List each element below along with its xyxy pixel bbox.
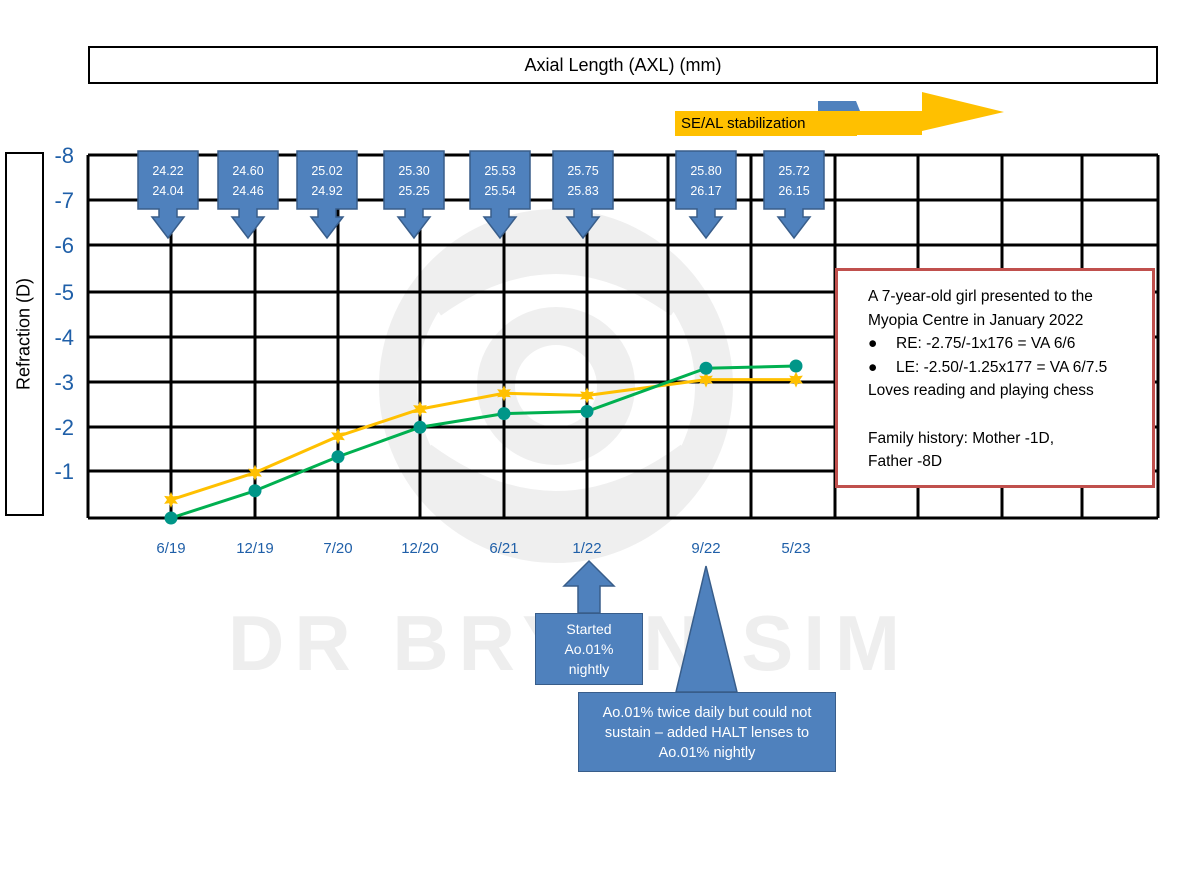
started-line-1: Started	[566, 621, 612, 637]
halt-line-1: Ao.01% twice daily but could not	[602, 705, 812, 721]
callout-bottom-value: 26.15	[778, 184, 809, 198]
x-tick-label: 12/20	[401, 540, 439, 557]
info-bullet-le: ● LE: -2.50/-1.25x177 = VA 6/7.5	[868, 356, 1142, 380]
data-point-star	[580, 387, 594, 404]
info-family-1: Family history: Mother -1D,	[868, 429, 1055, 447]
y-tick-label: -3	[54, 370, 74, 395]
started-line-2: Ao.01%	[564, 641, 614, 657]
info-hobby: Loves reading and playing chess	[868, 382, 1094, 399]
callout-top-value: 25.75	[567, 164, 598, 178]
callout-top-value: 25.02	[311, 164, 342, 178]
axl-callout: 25.75 25.83	[552, 150, 614, 240]
x-tick-label: 1/22	[572, 540, 601, 557]
callout-shape	[552, 150, 614, 240]
axl-callout: 25.80 26.17	[675, 150, 737, 240]
halt-line-3: Ao.01% nightly	[658, 745, 756, 761]
y-tick-label: -6	[54, 233, 74, 258]
y-tick-label: -8	[54, 143, 74, 168]
data-point-star	[699, 371, 713, 388]
re-text: RE: -2.75/-1x176 = VA 6/6	[896, 335, 1076, 352]
stabilization-arrow	[818, 92, 1004, 135]
callout-bottom-value: 24.46	[232, 184, 263, 198]
series-line-1	[170, 378, 796, 502]
callout-top-value: 24.22	[152, 164, 183, 178]
y-tick-label: -5	[54, 280, 74, 305]
callout-top-value: 24.60	[232, 164, 263, 178]
bullet-icon: ●	[868, 335, 878, 352]
halt-note: Ao.01% twice daily but could not sustain…	[578, 692, 836, 772]
started-pointer-arrow	[562, 559, 616, 614]
x-tick-label: 7/20	[323, 540, 352, 557]
stabilization-arrow-accent	[818, 101, 860, 111]
callout-bottom-value: 25.54	[484, 184, 515, 198]
axl-callout: 25.02 24.92	[296, 150, 358, 240]
data-point-circle	[413, 420, 427, 434]
info-family-2: Father -8D	[868, 453, 943, 470]
callout-top-value: 25.30	[398, 164, 429, 178]
y-axis-label-box	[5, 152, 44, 516]
data-point-circle	[699, 361, 713, 375]
callout-bottom-value: 24.04	[152, 184, 183, 198]
bullet-icon: ●	[868, 358, 878, 376]
data-point-star	[413, 401, 427, 418]
info-line-1: A 7-year-old girl presented to the	[868, 288, 1093, 305]
series-line-2	[170, 364, 797, 520]
data-point-star	[164, 491, 178, 508]
axl-callout: 24.60 24.46	[217, 150, 279, 240]
x-tick-label: 12/19	[236, 540, 274, 557]
info-line-2: Myopia Centre in January 2022	[868, 311, 1084, 329]
callout-bottom-value: 26.17	[690, 184, 721, 198]
info-bullet-re: ● RE: -2.75/-1x176 = VA 6/6	[868, 332, 1142, 356]
x-tick-label: 6/21	[489, 540, 518, 557]
callout-shape	[469, 150, 531, 240]
data-point-star	[789, 371, 803, 388]
halt-line-2: sustain – added HALT lenses to	[604, 725, 810, 741]
callout-shape	[217, 150, 279, 240]
data-point-star	[331, 428, 345, 445]
data-point-circle	[164, 511, 178, 525]
y-tick-label: -1	[54, 459, 74, 484]
callout-bottom-value: 24.92	[311, 184, 342, 198]
x-tick-label: 9/22	[691, 540, 720, 557]
x-tick-label: 5/23	[781, 540, 810, 557]
callout-shape	[383, 150, 445, 240]
axl-callout: 25.72 26.15	[763, 150, 825, 240]
callout-shape	[675, 150, 737, 240]
y-tick-label: -2	[54, 415, 74, 440]
le-text: LE: -2.50/-1.25x177 = VA 6/7.5	[896, 358, 1108, 376]
started-note: Started Ao.01% nightly	[535, 613, 643, 685]
data-point-circle	[248, 484, 262, 498]
data-point-star	[248, 464, 262, 481]
data-point-circle	[497, 407, 511, 421]
callout-shape	[763, 150, 825, 240]
y-tick-label: -4	[54, 325, 74, 350]
data-point-star	[497, 385, 511, 402]
axl-callout: 25.53 25.54	[469, 150, 531, 240]
callout-top-value: 25.80	[690, 164, 721, 178]
case-info-box: A 7-year-old girl presented to the Myopi…	[835, 268, 1155, 488]
axl-callout: 24.22 24.04	[137, 150, 199, 240]
y-tick-label: -7	[54, 188, 74, 213]
callout-top-value: 25.72	[778, 164, 809, 178]
stabilization-label: SE/AL stabilization	[675, 111, 857, 136]
callout-shape	[137, 150, 199, 240]
started-line-3: nightly	[568, 661, 610, 677]
callout-shape	[296, 150, 358, 240]
x-tick-label: 6/19	[156, 540, 185, 557]
callout-top-value: 25.53	[484, 164, 515, 178]
axl-callout: 25.30 25.25	[383, 150, 445, 240]
halt-pointer-arrow	[675, 565, 738, 693]
data-point-circle	[580, 404, 594, 418]
callout-bottom-value: 25.25	[398, 184, 429, 198]
data-point-circle	[331, 450, 345, 464]
data-point-circle	[789, 359, 803, 373]
callout-bottom-value: 25.83	[567, 184, 598, 198]
chart-title: Axial Length (AXL) (mm)	[88, 46, 1158, 84]
